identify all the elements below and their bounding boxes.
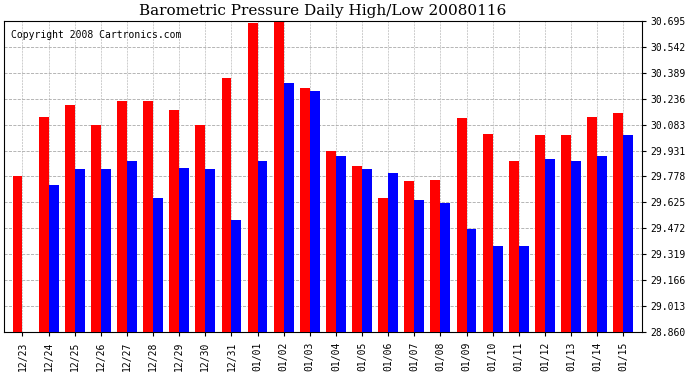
Bar [48, 184, 59, 332]
Bar [65, 105, 75, 332]
Bar [378, 198, 388, 332]
Bar [39, 117, 48, 332]
Bar [414, 200, 424, 332]
Bar [362, 170, 372, 332]
Bar [310, 91, 319, 332]
Bar [326, 151, 336, 332]
Bar [169, 110, 179, 332]
Bar [404, 181, 414, 332]
Bar [613, 113, 623, 332]
Bar [221, 78, 231, 332]
Bar [12, 176, 23, 332]
Bar [274, 22, 284, 332]
Bar [571, 161, 581, 332]
Bar [431, 180, 440, 332]
Bar [509, 161, 519, 332]
Bar [117, 101, 127, 332]
Bar [587, 117, 597, 332]
Bar [466, 229, 477, 332]
Bar [493, 246, 502, 332]
Bar [195, 125, 206, 332]
Bar [231, 220, 241, 332]
Bar [440, 203, 451, 332]
Bar [352, 166, 362, 332]
Bar [143, 101, 153, 332]
Bar [127, 161, 137, 332]
Bar [623, 135, 633, 332]
Bar [206, 170, 215, 332]
Title: Barometric Pressure Daily High/Low 20080116: Barometric Pressure Daily High/Low 20080… [139, 4, 506, 18]
Bar [561, 135, 571, 332]
Bar [535, 135, 545, 332]
Bar [457, 118, 466, 332]
Bar [300, 88, 310, 332]
Bar [519, 246, 529, 332]
Bar [91, 125, 101, 332]
Bar [388, 173, 398, 332]
Bar [597, 156, 607, 332]
Bar [101, 170, 111, 332]
Bar [545, 159, 555, 332]
Bar [179, 168, 189, 332]
Bar [336, 156, 346, 332]
Bar [248, 23, 257, 332]
Bar [483, 134, 493, 332]
Text: Copyright 2008 Cartronics.com: Copyright 2008 Cartronics.com [10, 30, 181, 40]
Bar [257, 161, 268, 332]
Bar [75, 170, 85, 332]
Bar [153, 198, 163, 332]
Bar [284, 83, 294, 332]
